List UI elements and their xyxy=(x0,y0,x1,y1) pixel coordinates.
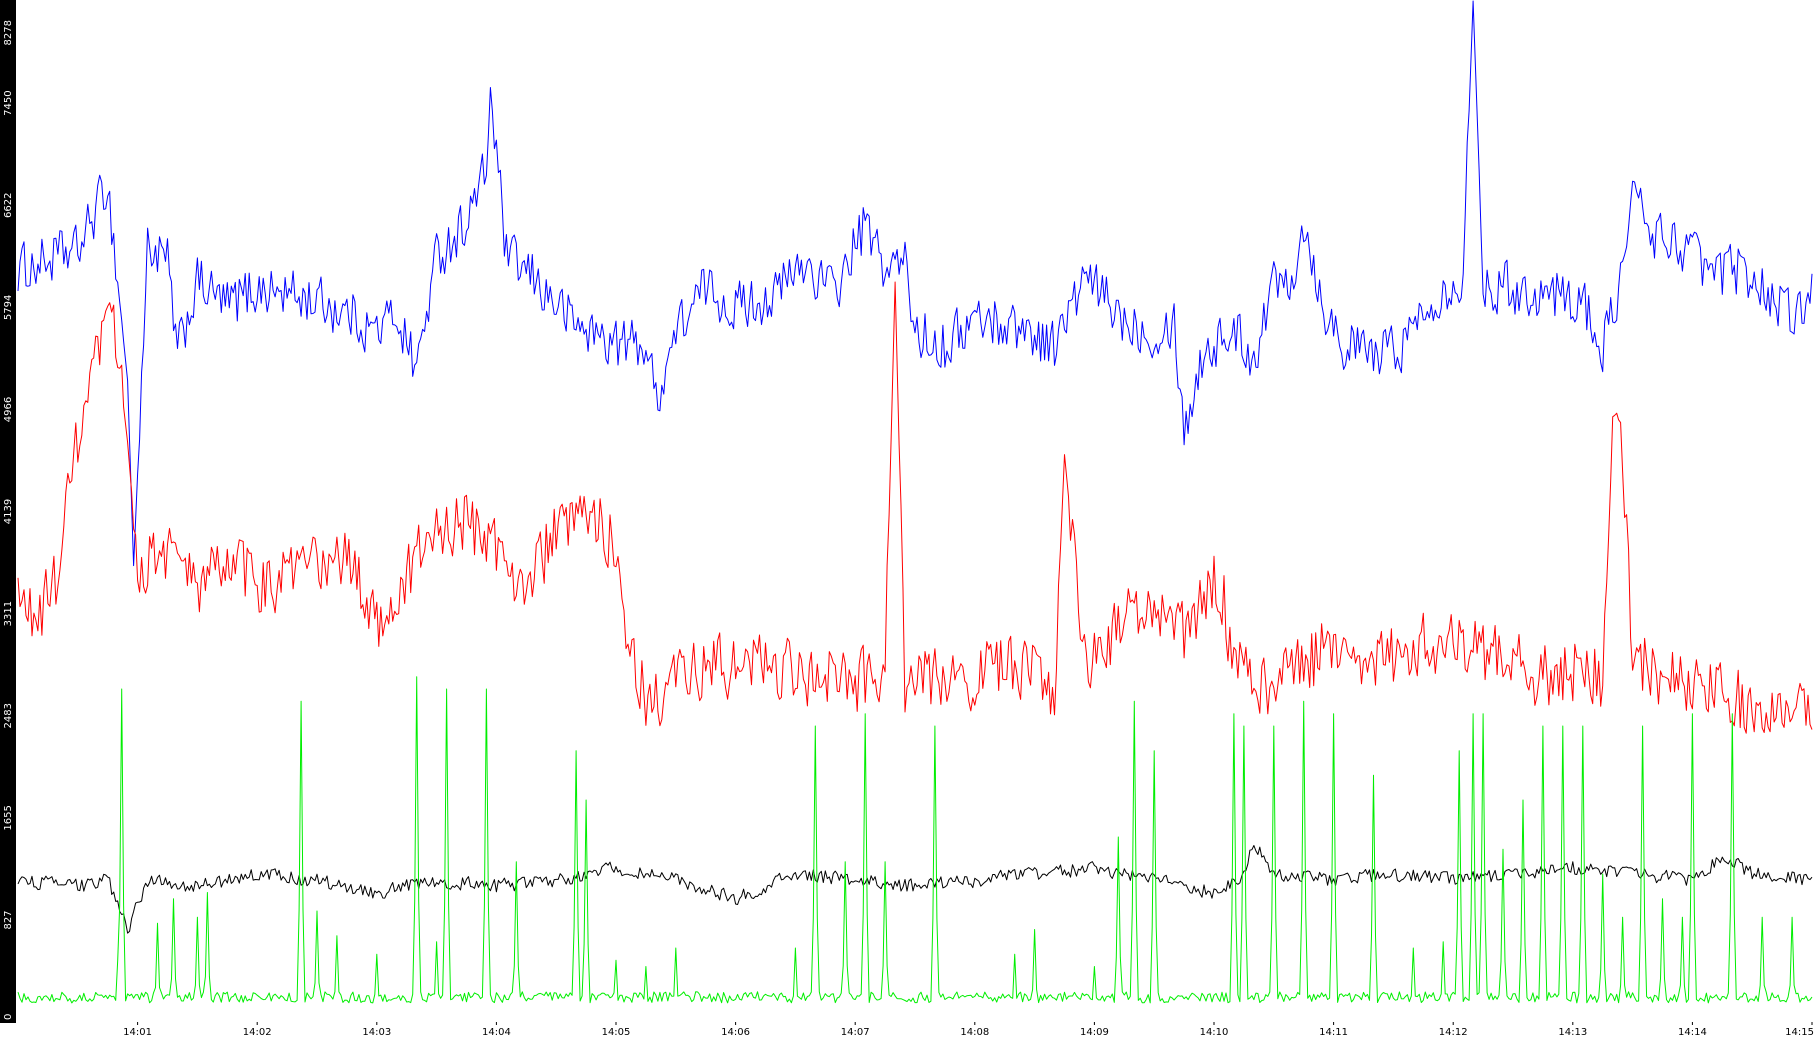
x-tick-label: 14:13 xyxy=(1558,1027,1587,1038)
series-1-line xyxy=(17,0,1813,567)
series-3-line xyxy=(17,845,1813,934)
y-tick-label: 827 xyxy=(3,910,14,929)
x-tick-label: 14:06 xyxy=(721,1027,750,1038)
x-tick-label: 14:01 xyxy=(123,1027,152,1038)
y-tick-label: 6622 xyxy=(3,193,14,218)
series-4-line xyxy=(17,676,1813,1004)
x-tick-label: 14:07 xyxy=(841,1027,870,1038)
x-tick-label: 14:10 xyxy=(1200,1027,1229,1038)
series-layer xyxy=(17,0,1813,1004)
x-tick-label: 14:05 xyxy=(602,1027,631,1038)
y-tick-label: 7450 xyxy=(3,90,14,115)
x-tick-label: 14:14 xyxy=(1678,1027,1707,1038)
y-tick-label: 2483 xyxy=(3,703,14,728)
y-tick-label: 0 xyxy=(3,1014,14,1020)
x-tick-label: 14:12 xyxy=(1439,1027,1468,1038)
x-tick-label: 14:04 xyxy=(482,1027,511,1038)
x-tick-label: 14:02 xyxy=(243,1027,272,1038)
y-axis-band xyxy=(0,0,16,1023)
y-tick-label: 8278 xyxy=(3,20,14,45)
x-tick-label: 14:09 xyxy=(1080,1027,1109,1038)
y-tick-label: 3311 xyxy=(3,601,14,626)
y-tick-label: 5794 xyxy=(3,295,14,320)
x-tick-label: 14:08 xyxy=(960,1027,989,1038)
x-tick-label: 14:03 xyxy=(362,1027,391,1038)
x-tick-label: 14:15 xyxy=(1785,1027,1814,1038)
x-tick-label: 14:11 xyxy=(1319,1027,1348,1038)
x-axis-ticks: 14:01 14:02 14:03 14:04 14:05 14:06 14:07 14:08… xyxy=(123,1022,1814,1038)
series-2-line xyxy=(17,281,1813,734)
y-axis-ticks: 0 827 1655 2483 3311 4139 4966 5794 6622 7450 8278 xyxy=(3,20,14,1020)
y-tick-label: 1655 xyxy=(3,805,14,830)
y-tick-label: 4966 xyxy=(3,397,14,422)
y-tick-label: 4139 xyxy=(3,499,14,524)
